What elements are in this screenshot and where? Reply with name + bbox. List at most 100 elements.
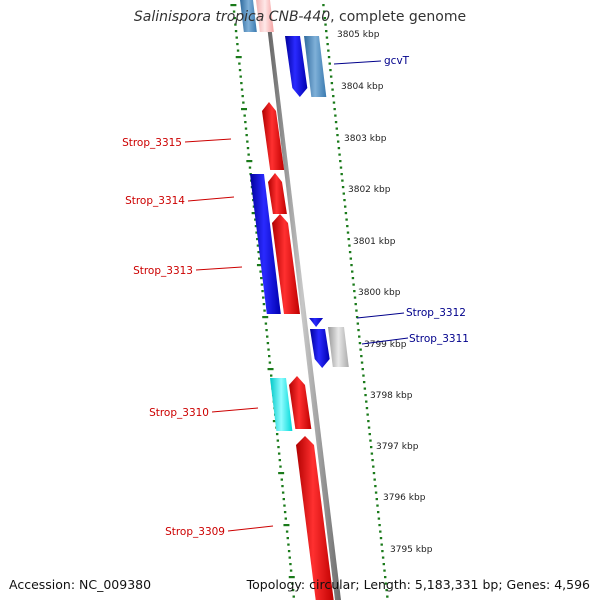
kbp-tick-label: 3798 kbp	[370, 391, 413, 401]
kbp-ticks: 3805 kbp 3804 kbp 3803 kbp 3802 kbp 3801 kbp…	[337, 30, 433, 555]
ruler-dot	[343, 205, 347, 208]
ruler-dot	[360, 361, 364, 364]
kbp-tick-label: 3796 kbp	[383, 493, 426, 503]
ruler-dot	[373, 478, 376, 481]
ruler-dot	[241, 95, 244, 98]
ruler-dot	[235, 36, 238, 39]
gene-label[interactable]: Strop_3311	[409, 333, 469, 345]
ruler-dot	[337, 147, 341, 150]
ruler-dot	[364, 394, 367, 397]
ruler-dot	[367, 426, 371, 429]
ruler-dot	[256, 238, 259, 241]
ruler-dot	[332, 101, 336, 104]
gene-strop-3312[interactable]	[308, 318, 324, 327]
ruler-dot	[277, 446, 280, 449]
gene-label[interactable]: Strop_3309	[165, 526, 225, 538]
ruler-dot	[260, 277, 263, 280]
label-leader-line	[361, 337, 409, 345]
ruler-dot	[367, 420, 370, 423]
gene-strop-3311-gray[interactable]	[328, 327, 349, 367]
gene-gcvT[interactable]	[285, 36, 308, 97]
gene-gcvT-steel[interactable]	[304, 36, 327, 97]
ruler-dot	[328, 62, 331, 65]
gene-label[interactable]: Strop_3315	[122, 137, 182, 149]
label-leader-line	[356, 312, 405, 319]
ruler-dot	[342, 192, 345, 195]
gene-top-pink[interactable]	[256, 0, 274, 32]
ruler-dot	[235, 56, 242, 59]
gene-strop-3309[interactable]	[296, 436, 334, 600]
ruler-dot	[325, 36, 329, 39]
ruler-dot	[322, 10, 326, 13]
gene-label[interactable]: Strop_3312	[406, 307, 466, 319]
ruler-dot	[281, 485, 284, 488]
ruler-dot	[241, 108, 248, 111]
ruler-dot	[368, 433, 371, 436]
ruler-dot	[254, 218, 257, 221]
ruler-dot	[359, 348, 362, 351]
ruler-dot	[376, 511, 380, 514]
gene-strop-3310[interactable]	[289, 376, 312, 429]
gene-label[interactable]: Strop_3310	[149, 407, 209, 419]
ruler-dot	[257, 251, 260, 254]
ruler-dot	[260, 283, 264, 286]
ruler-dot	[336, 134, 339, 137]
ruler-dot	[283, 524, 290, 527]
ruler-dot	[345, 218, 348, 221]
ruler-dot	[369, 439, 372, 442]
ruler-dot	[354, 303, 357, 306]
ruler-dot	[239, 75, 242, 78]
ruler-dot	[365, 400, 368, 403]
ruler-dot	[383, 569, 386, 572]
ruler-dot	[334, 114, 337, 117]
kbp-tick-label: 3799 kbp	[364, 340, 407, 350]
ruler-dot	[385, 589, 388, 592]
ruler-dot	[346, 225, 349, 228]
ruler-dot	[266, 335, 269, 338]
ruler-dot	[262, 316, 269, 319]
outer-dotted-ruler	[230, 4, 295, 598]
gene-strop-3311-blue[interactable]	[310, 329, 330, 368]
ruler-dot	[263, 309, 266, 312]
gene-strop-3314[interactable]	[268, 173, 287, 214]
ruler-dot	[339, 160, 342, 163]
ruler-dot	[289, 563, 292, 566]
ruler-dot	[277, 452, 281, 455]
ruler-dot	[238, 69, 242, 72]
ruler-dot	[251, 212, 258, 215]
ruler-dot	[287, 543, 290, 546]
ruler-dot	[332, 95, 335, 98]
backbone-axis	[264, 0, 341, 600]
ruler-dot	[243, 114, 246, 117]
ruler-dot	[365, 407, 369, 410]
ruler-dot	[244, 127, 248, 130]
ruler-dot	[323, 17, 327, 20]
label-leader-line	[333, 60, 382, 65]
gene-label[interactable]: Strop_3314	[125, 195, 185, 207]
ruler-dot	[331, 88, 334, 91]
gene-label[interactable]: Strop_3313	[133, 265, 193, 277]
ruler-dot	[366, 413, 369, 416]
ruler-dot	[245, 134, 248, 137]
ruler-dot	[238, 62, 241, 65]
gene-strop-3310-cyan[interactable]	[270, 378, 293, 431]
gene-top-steel[interactable]	[240, 0, 257, 32]
ruler-dot	[292, 595, 295, 598]
ruler-dot	[262, 296, 265, 299]
ruler-dot	[246, 160, 253, 163]
gene-strop-3313[interactable]	[272, 214, 300, 314]
ruler-dot	[381, 550, 384, 553]
gene-strop-3315[interactable]	[262, 102, 285, 170]
ruler-dot	[246, 147, 250, 150]
ruler-dot	[291, 582, 294, 585]
ruler-dot	[289, 569, 293, 572]
ruler-dot	[329, 75, 333, 78]
ruler-dot	[240, 82, 243, 85]
ruler-dot	[351, 270, 354, 273]
gene-label[interactable]: gcvT	[384, 55, 410, 67]
gene-strop-3313-blue[interactable]	[250, 174, 281, 314]
ruler-dot	[377, 517, 381, 520]
ruler-dot	[288, 556, 291, 559]
ruler-dot	[286, 537, 289, 540]
kbp-tick-label: 3803 kbp	[344, 134, 387, 144]
